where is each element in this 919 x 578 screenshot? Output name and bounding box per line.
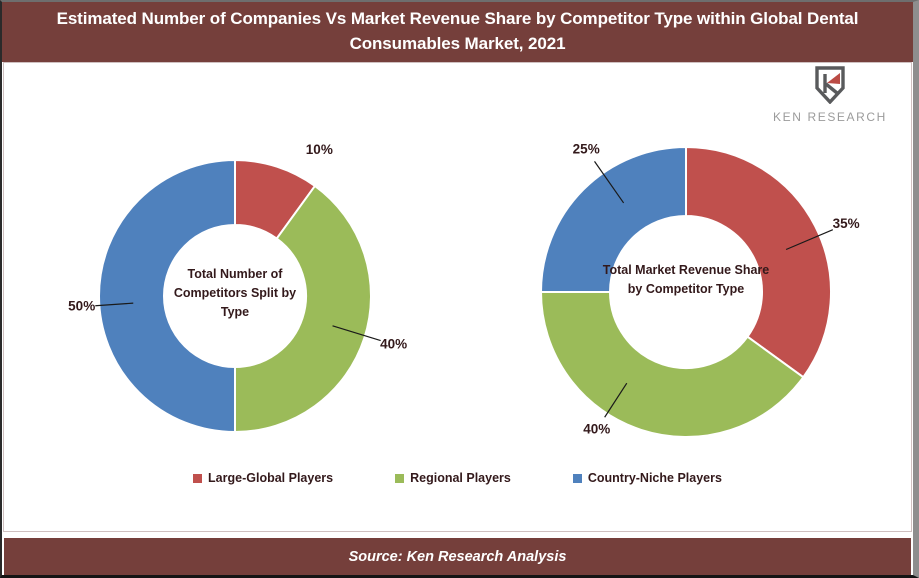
leader-line (604, 382, 628, 418)
data-label: 25% (573, 141, 600, 156)
donut-slice-country-niche-players (98, 158, 236, 434)
data-label: 40% (583, 421, 610, 436)
data-label: 35% (833, 216, 860, 231)
donut-center-title-right: Total Market Revenue Share by Competitor… (602, 263, 770, 296)
legend-item-regional-players: Regional Players (395, 471, 511, 485)
source-text: Source: Ken Research Analysis (348, 548, 567, 565)
title-band: Estimated Number of Companies Vs Market … (2, 2, 913, 62)
charts-canvas: 10% 40% 50% 35% 40% 25% (68, 141, 860, 438)
page-title: Estimated Number of Companies Vs Market … (56, 9, 859, 53)
legend-swatch-green (395, 473, 405, 483)
data-label: 10% (306, 142, 333, 157)
leader-line (785, 229, 834, 251)
data-label: 40% (380, 337, 407, 352)
legend-swatch-red (193, 473, 203, 483)
legend-item-large-global-players: Large-Global Players (193, 471, 333, 485)
ken-research-logo: KEN RESEARCH (765, 66, 895, 124)
donut-center-title-left: Total Number of Competitors Split by Typ… (173, 267, 297, 319)
donut-slice-regional-players (234, 184, 372, 434)
chart-legend: Large-Global Players Regional Players Co… (4, 471, 911, 485)
legend-label: Country-Niche Players (587, 471, 722, 485)
leader-line (594, 161, 625, 204)
donut-slice-regional-players (539, 291, 805, 438)
legend-label: Regional Players (410, 471, 511, 485)
leader-line (332, 325, 381, 342)
source-band: Source: Ken Research Analysis (4, 538, 911, 575)
ken-research-shield-k-icon (815, 66, 845, 105)
legend-item-country-niche-players: Country-Niche Players (572, 471, 722, 485)
donut-slice-large-global-players (685, 145, 832, 379)
chart-panel: KEN RESEARCH 10% 40% 50% 35% 40% 25% Total Nu… (3, 62, 912, 532)
donut-slice-country-niche-players (539, 145, 687, 293)
legend-swatch-blue (572, 473, 582, 483)
leader-line (95, 302, 134, 307)
data-label: 50% (68, 299, 95, 314)
logo-wordmark: KEN RESEARCH (773, 110, 887, 124)
legend-label: Large-Global Players (208, 471, 334, 485)
